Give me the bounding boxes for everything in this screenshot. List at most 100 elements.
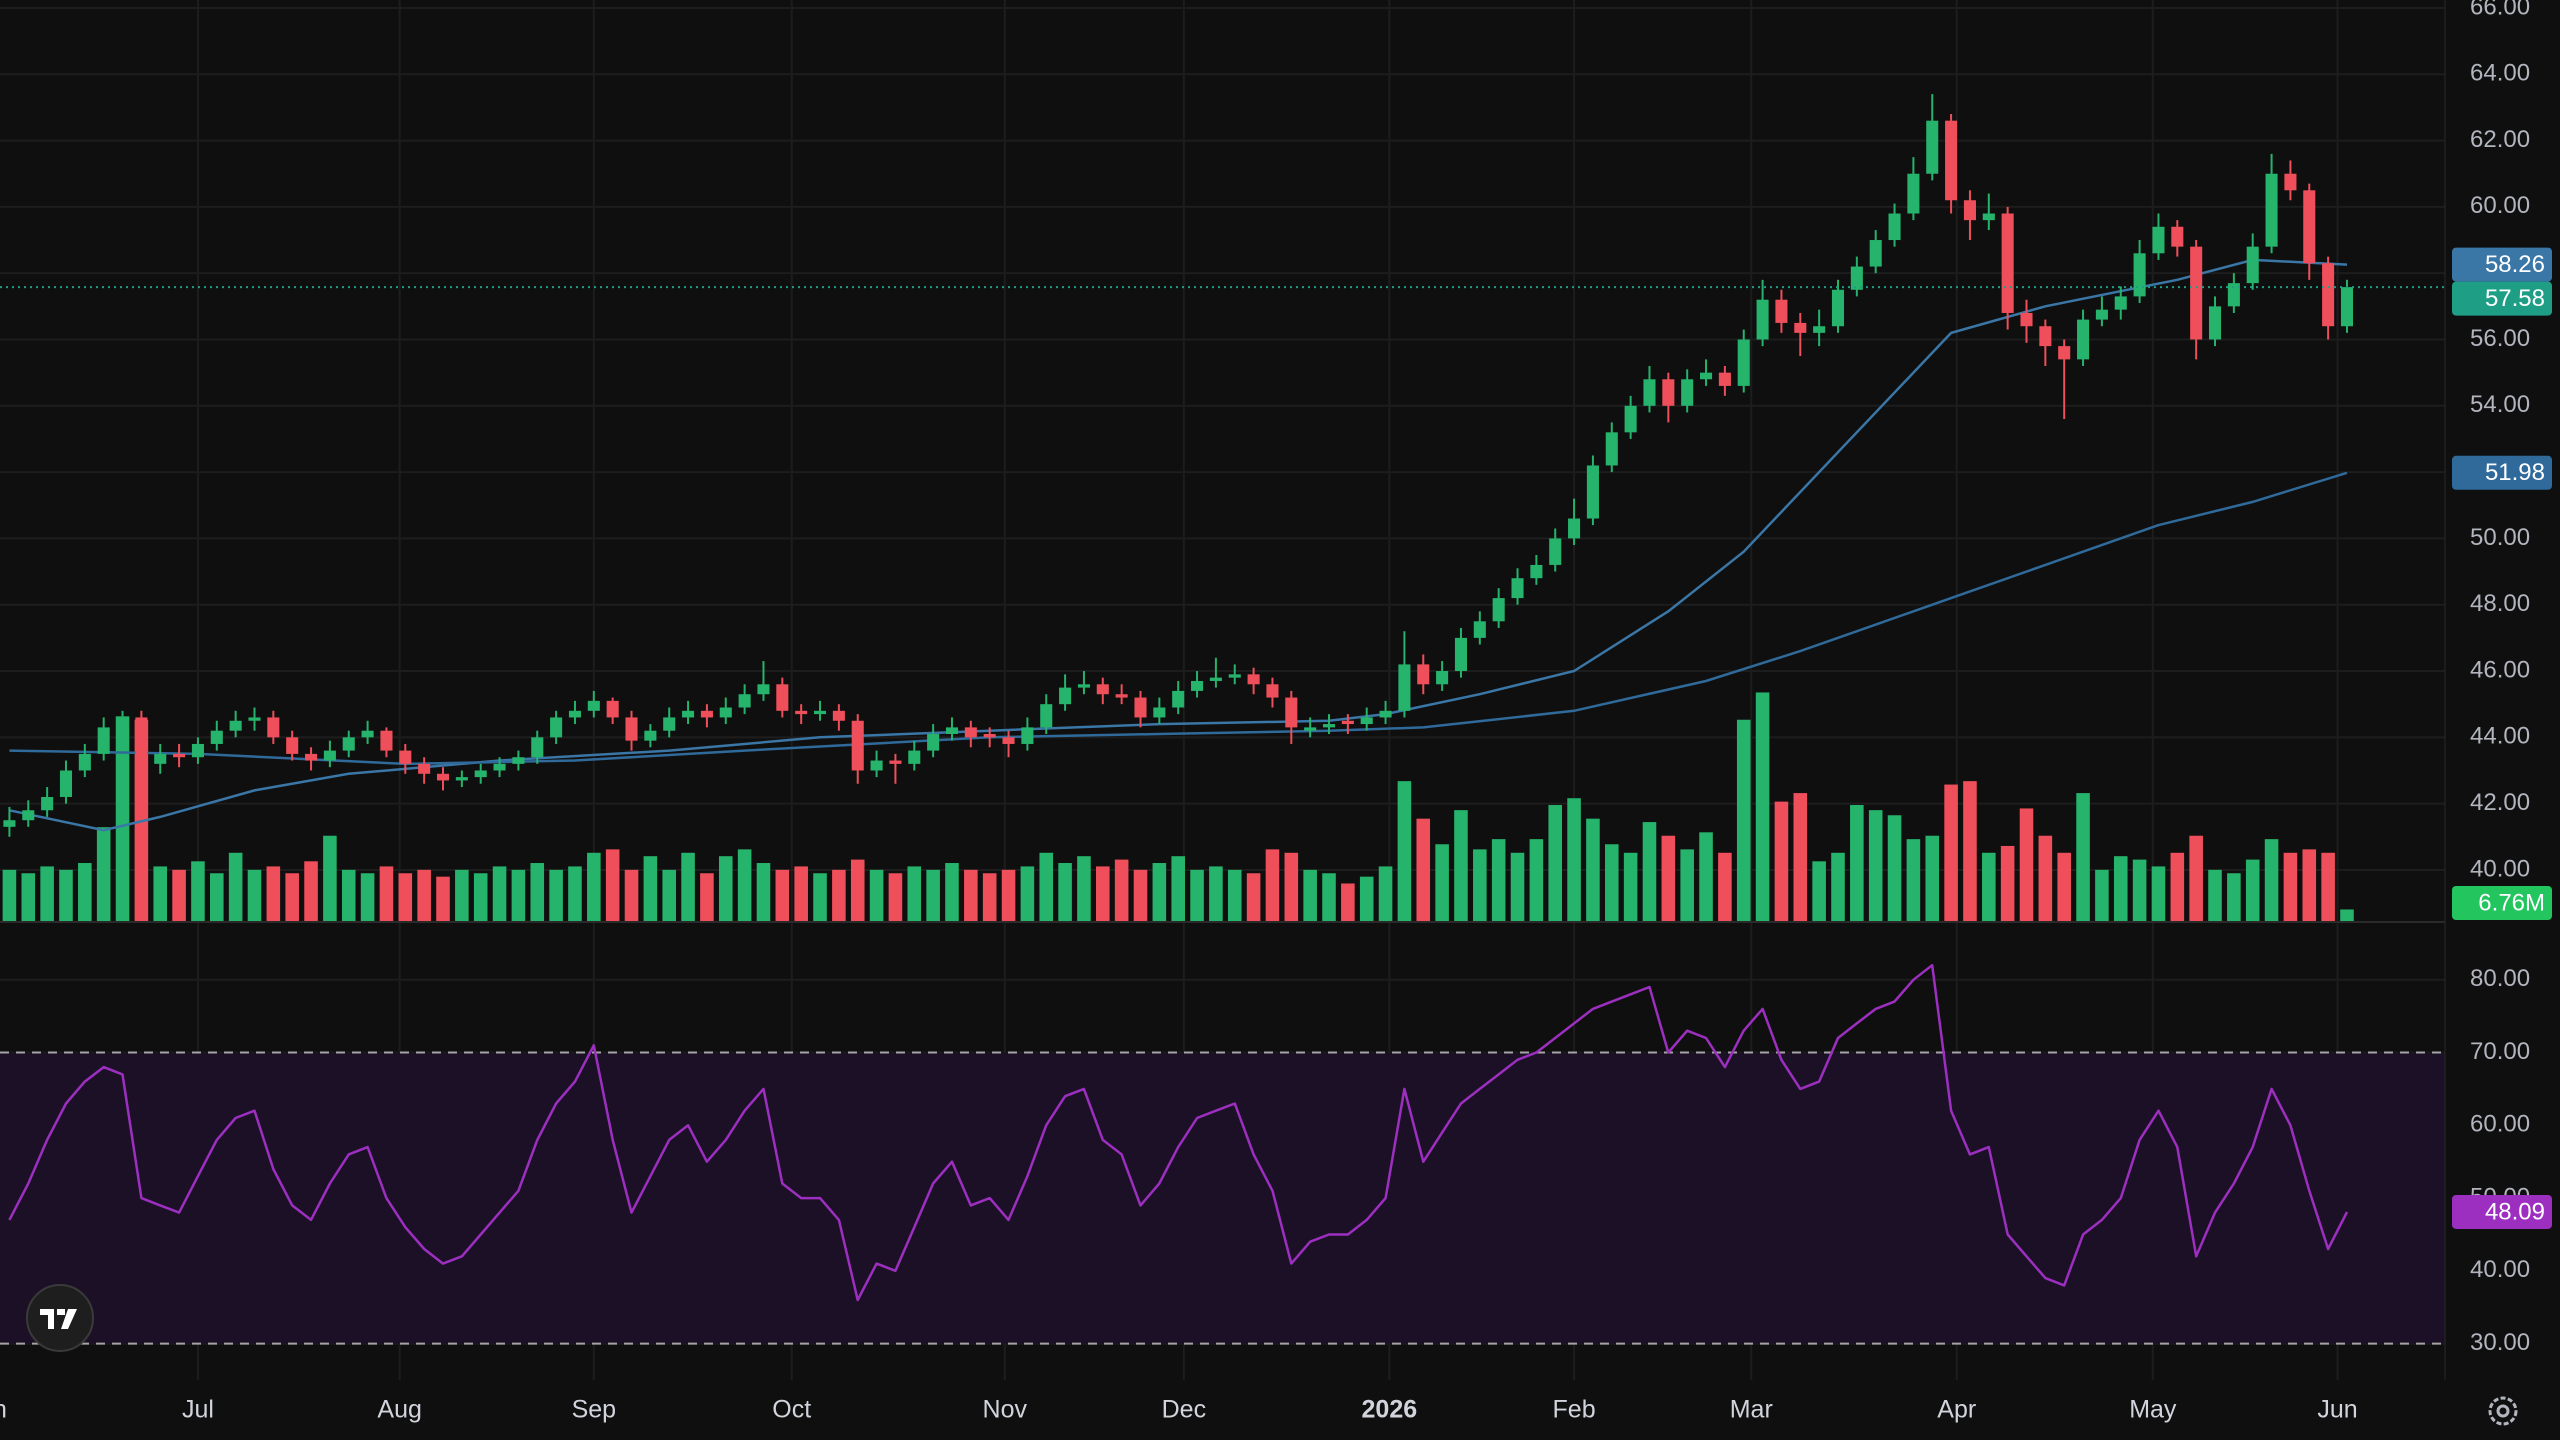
volume-bar bbox=[1887, 815, 1902, 921]
price-badge-label: 6.76M bbox=[2478, 889, 2545, 916]
volume-bar bbox=[360, 873, 375, 921]
volume-bar bbox=[492, 866, 507, 921]
volume-bar bbox=[1133, 869, 1148, 921]
volume-bar bbox=[1661, 835, 1676, 921]
candle-body bbox=[1813, 326, 1826, 333]
volume-bar bbox=[2321, 852, 2335, 921]
volume-bar bbox=[2245, 859, 2260, 921]
volume-bar bbox=[2, 869, 17, 921]
candle-body bbox=[1134, 697, 1147, 718]
candle-body bbox=[1360, 717, 1373, 725]
volume-bar bbox=[2057, 852, 2071, 921]
candle-body bbox=[41, 797, 54, 811]
candle-body bbox=[945, 727, 959, 735]
volume-bar bbox=[1906, 839, 1921, 921]
volume-bar bbox=[228, 852, 243, 921]
volume-bar bbox=[700, 873, 714, 921]
candle-body bbox=[173, 753, 186, 758]
volume-bar bbox=[587, 852, 601, 921]
volume-bar bbox=[1020, 866, 1035, 921]
price-badge bbox=[2452, 1194, 2552, 1229]
volume-bar bbox=[2170, 852, 2185, 921]
candle-body bbox=[1059, 687, 1072, 705]
volume-bar bbox=[172, 869, 186, 921]
candle-body bbox=[1662, 379, 1675, 406]
volume-bar bbox=[813, 873, 827, 921]
badges: 58.26 51.98 57.58 6.76M 48.09 bbox=[2452, 247, 2552, 1229]
candle-body bbox=[2208, 306, 2222, 340]
volume-bar bbox=[210, 873, 224, 921]
volume-bar bbox=[2227, 873, 2241, 921]
candle-body bbox=[210, 730, 223, 744]
volume-bar bbox=[2340, 909, 2354, 921]
logo[interactable] bbox=[26, 1284, 94, 1352]
y-tick-label: 66.00 bbox=[2470, 0, 2530, 20]
candle-body bbox=[1209, 677, 1222, 681]
candle-body bbox=[625, 717, 638, 741]
price-badge-label: 57.58 bbox=[2485, 285, 2545, 312]
volume-bar bbox=[869, 869, 884, 921]
candle-body bbox=[1040, 704, 1053, 728]
candle-body bbox=[399, 750, 412, 764]
volume-bar bbox=[1510, 852, 1525, 921]
logo-glyph[interactable] bbox=[40, 1309, 77, 1329]
candle-body bbox=[1530, 564, 1543, 579]
candle-body bbox=[1907, 173, 1920, 214]
candle-body bbox=[550, 717, 563, 738]
volume-bar bbox=[1831, 852, 1845, 921]
candle-body bbox=[1379, 710, 1392, 718]
candle-body bbox=[2133, 253, 2146, 297]
logo-circle[interactable] bbox=[26, 1284, 94, 1352]
volume-bar bbox=[1359, 876, 1374, 921]
candle-body bbox=[1077, 684, 1090, 688]
y-tick-label: 54.00 bbox=[2470, 391, 2530, 418]
volume-bar bbox=[1944, 784, 1958, 921]
volume-bar bbox=[153, 866, 168, 921]
candle-body bbox=[2190, 246, 2203, 340]
volume-bar bbox=[436, 876, 450, 921]
volume-bar bbox=[662, 869, 677, 921]
volume-bar bbox=[1604, 844, 1619, 921]
candle-body bbox=[587, 700, 600, 711]
candle-body bbox=[1737, 339, 1750, 386]
settings-button[interactable] bbox=[2488, 1396, 2518, 1426]
volume-bar bbox=[1001, 869, 1016, 921]
candle-body bbox=[2340, 287, 2354, 327]
rsi-pane bbox=[0, 963, 2445, 1345]
volume-bar bbox=[285, 873, 299, 921]
x-tick-label: Sep bbox=[572, 1396, 616, 1424]
settings-gear[interactable] bbox=[2488, 1396, 2518, 1426]
candle-body bbox=[964, 727, 977, 738]
volume-bar bbox=[1416, 818, 1431, 921]
volume-bar bbox=[2095, 869, 2109, 921]
settings-hub[interactable] bbox=[2496, 1404, 2510, 1418]
x-tick-label: Jul bbox=[182, 1396, 214, 1424]
volume-bar bbox=[1265, 849, 1280, 921]
volume-bar bbox=[1190, 869, 1204, 921]
candle-body bbox=[1247, 674, 1260, 685]
x-tick-label: Feb bbox=[1553, 1396, 1596, 1424]
volume-bar bbox=[756, 863, 771, 921]
volume-bar bbox=[624, 869, 639, 921]
candle-body bbox=[2152, 226, 2165, 254]
moving-average bbox=[9, 258, 2348, 832]
y-tick-label: 60.00 bbox=[2470, 1111, 2530, 1138]
volume-bar bbox=[323, 835, 337, 921]
y-tick-label: 40.00 bbox=[2470, 1256, 2530, 1283]
candle-body bbox=[663, 717, 676, 731]
candle-body bbox=[78, 753, 91, 771]
x-tick-label: Aug bbox=[377, 1396, 421, 1424]
y-tick-label: 62.00 bbox=[2470, 126, 2530, 153]
candle-body bbox=[851, 720, 864, 771]
volume-bar bbox=[1058, 863, 1072, 921]
price-badge bbox=[2452, 247, 2552, 282]
candle-body bbox=[719, 707, 732, 718]
volume-bar bbox=[907, 866, 922, 921]
volume-bar bbox=[1152, 863, 1167, 921]
volume-bar bbox=[1077, 856, 1091, 921]
candle-body bbox=[757, 684, 770, 695]
volume-bar bbox=[266, 866, 281, 921]
candle-body bbox=[1436, 671, 1449, 685]
candle-body bbox=[1982, 213, 1995, 221]
